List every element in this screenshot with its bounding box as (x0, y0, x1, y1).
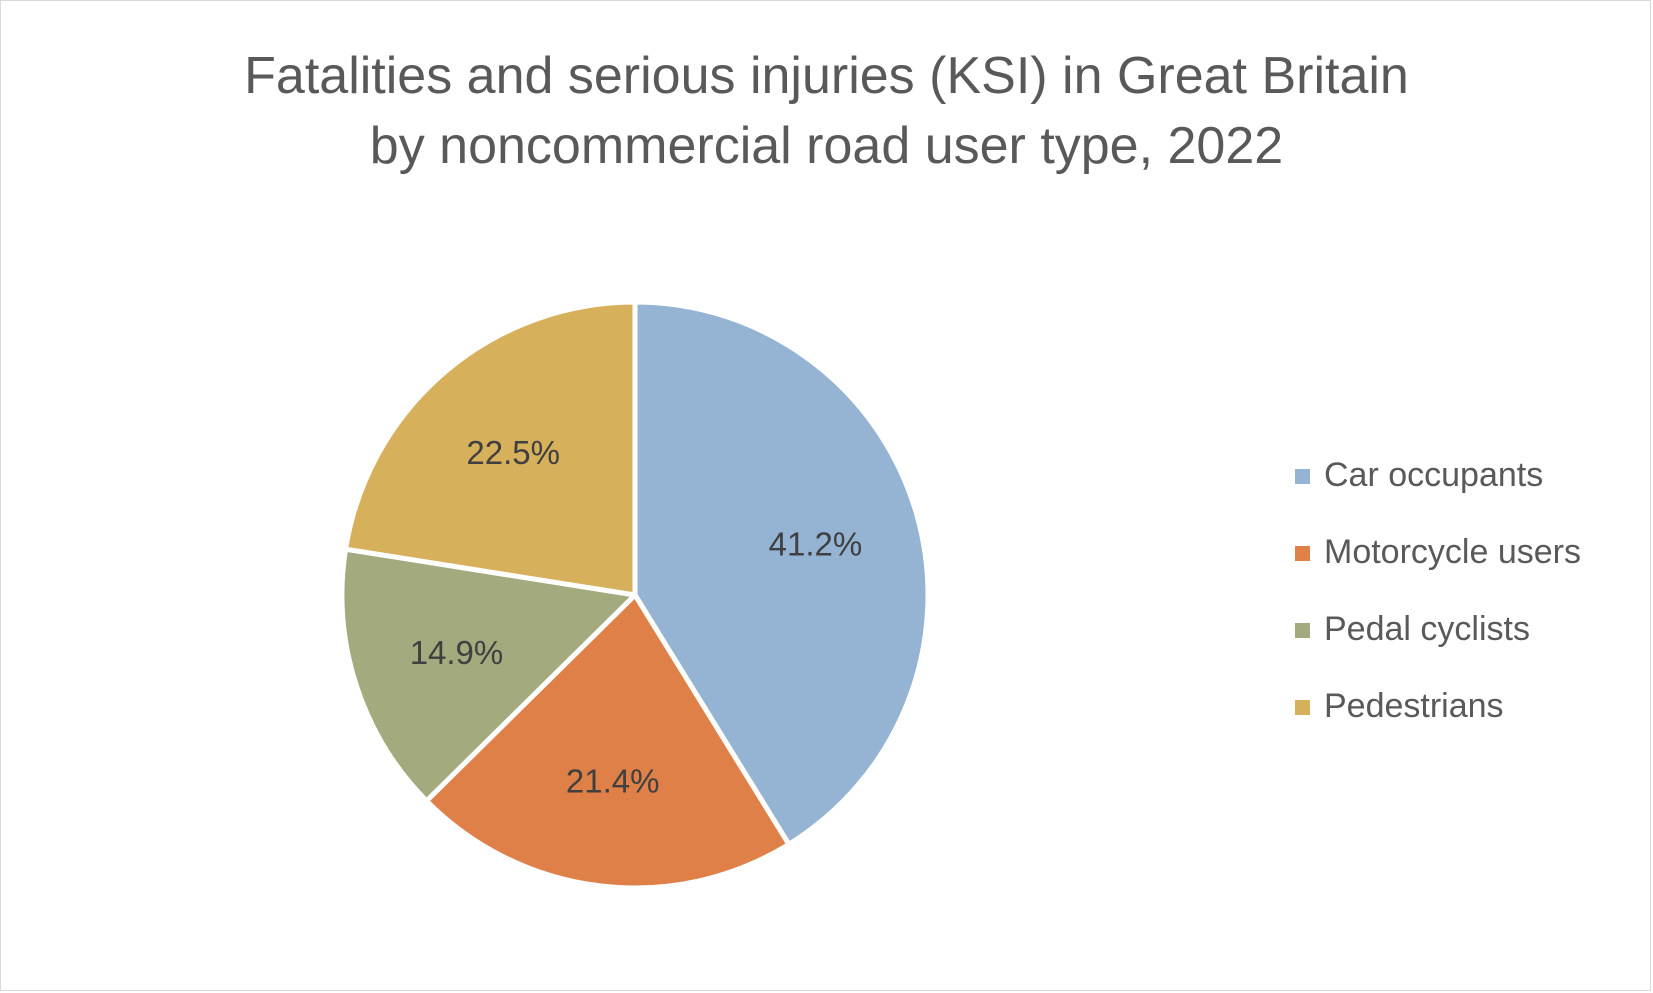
pie-slice-pedal-cyclists (339, 546, 638, 804)
legend-item-motorcycle-users: Motorcycle users (1295, 532, 1581, 609)
data-label-car-occupants: 41.2% (769, 525, 863, 562)
legend-item-pedestrians: Pedestrians (1295, 686, 1581, 763)
legend-swatch-pedestrians (1295, 700, 1310, 715)
chart-title-line-2: by noncommercial road user type, 2022 (369, 117, 1284, 175)
legend-swatch-motorcycle-users (1295, 546, 1310, 561)
legend-label-motorcycle-users: Motorcycle users (1324, 533, 1581, 571)
chart-title: Fatalities and serious injuries (KSI) in… (1, 41, 1652, 181)
legend-label-pedal-cyclists: Pedal cyclists (1324, 610, 1530, 648)
pie-slice-pedestrians (343, 299, 638, 598)
legend-label-pedestrians: Pedestrians (1324, 687, 1504, 725)
pie-slice-motorcycle-users (424, 592, 792, 891)
data-label-pedal-cyclists: 14.9% (410, 634, 504, 671)
legend-swatch-pedal-cyclists (1295, 623, 1310, 638)
legend-label-car-occupants: Car occupants (1324, 456, 1544, 494)
legend-item-pedal-cyclists: Pedal cyclists (1295, 609, 1581, 686)
data-label-pedestrians: 22.5% (466, 434, 560, 471)
legend: Car occupants Motorcycle users Pedal cyc… (1295, 455, 1581, 763)
legend-item-car-occupants: Car occupants (1295, 455, 1581, 532)
chart-title-line-1: Fatalities and serious injuries (KSI) in… (244, 47, 1409, 105)
pie-slice-car-occupants (632, 299, 931, 847)
legend-swatch-car-occupants (1295, 469, 1310, 484)
data-label-motorcycle-users: 21.4% (566, 763, 660, 800)
